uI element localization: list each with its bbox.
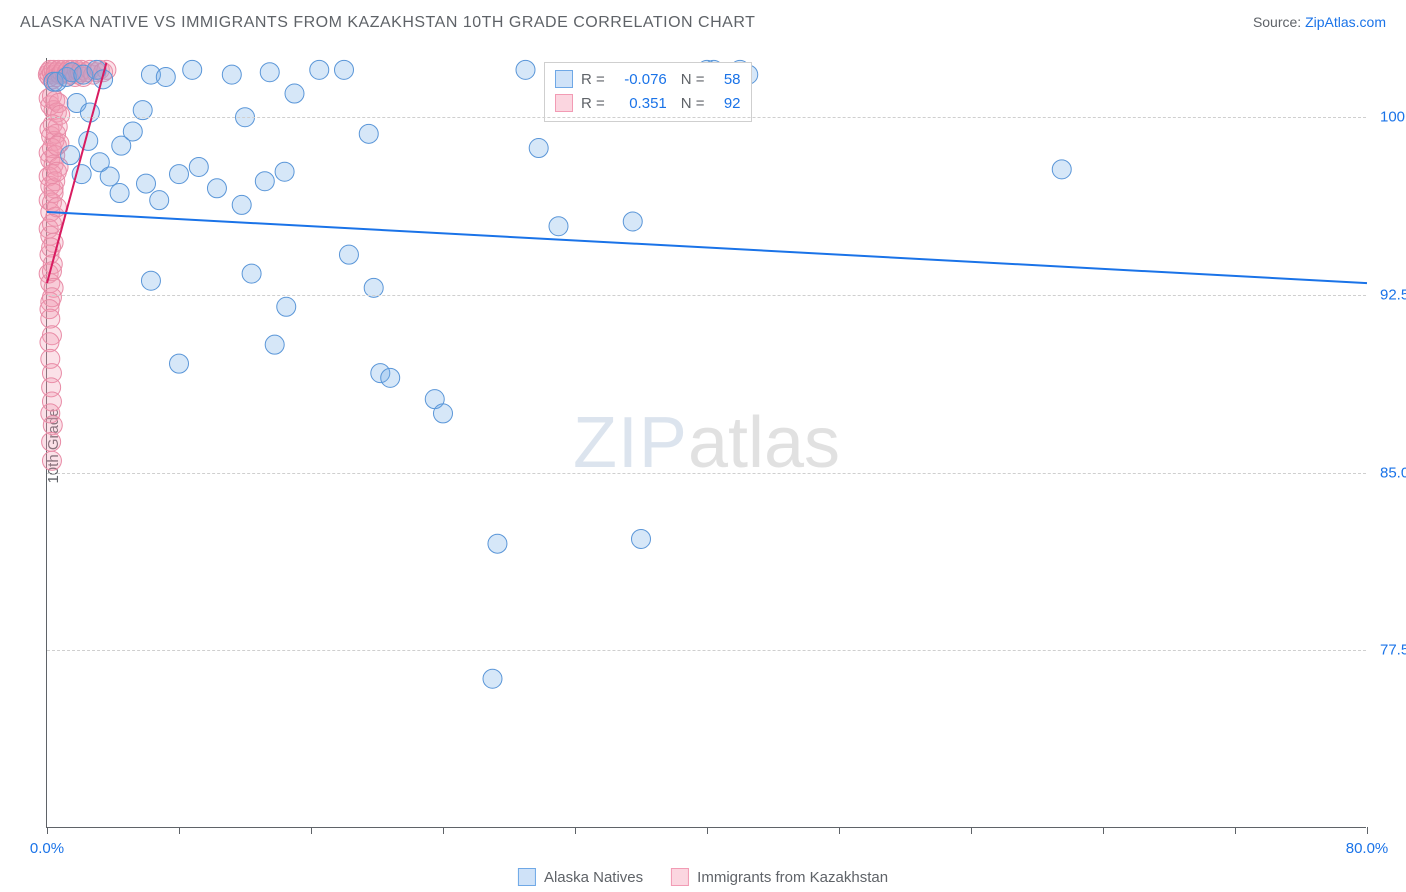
data-point-blue [277, 297, 296, 316]
source-prefix: Source: [1253, 14, 1305, 30]
legend-item-blue: Alaska Natives [518, 868, 643, 886]
data-point-pink [43, 416, 62, 435]
x-tick-mark [971, 827, 972, 834]
gridline-horizontal [47, 473, 1366, 474]
y-tick-label: 77.5% [1372, 642, 1406, 659]
data-point-blue [150, 191, 169, 210]
data-point-blue [156, 67, 175, 86]
legend-swatch-icon [671, 868, 689, 886]
chart-plot-area: ZIPatlas R =-0.076N =58R =0.351N =92 77.… [46, 58, 1366, 828]
data-point-pink [41, 309, 60, 328]
data-point-blue [339, 245, 358, 264]
x-tick-mark [311, 827, 312, 834]
data-point-blue [222, 65, 241, 84]
scatter-plot-svg [47, 58, 1366, 827]
data-point-blue [381, 368, 400, 387]
legend-item-pink: Immigrants from Kazakhstan [671, 868, 888, 886]
data-point-blue [110, 184, 129, 203]
data-point-blue [207, 179, 226, 198]
data-point-blue [310, 60, 329, 79]
chart-legend: Alaska Natives Immigrants from Kazakhstan [518, 868, 888, 886]
data-point-blue [80, 103, 99, 122]
legend-label: Immigrants from Kazakhstan [697, 869, 888, 886]
data-point-pink [47, 198, 66, 217]
stats-r-value: -0.076 [613, 71, 667, 88]
data-point-blue [79, 131, 98, 150]
data-point-blue [285, 84, 304, 103]
data-point-blue [516, 60, 535, 79]
data-point-blue [61, 146, 80, 165]
data-point-pink [42, 432, 61, 451]
x-tick-mark [179, 827, 180, 834]
chart-title: ALASKA NATIVE VS IMMIGRANTS FROM KAZAKHS… [20, 14, 755, 32]
gridline-horizontal [47, 295, 1366, 296]
data-point-pink [47, 162, 66, 181]
x-tick-mark [839, 827, 840, 834]
data-point-blue [183, 60, 202, 79]
stats-r-value: 0.351 [613, 95, 667, 112]
data-point-blue [189, 157, 208, 176]
y-tick-label: 100.0% [1372, 109, 1406, 126]
stats-n-value: 92 [713, 95, 741, 112]
data-point-blue [242, 264, 261, 283]
data-point-blue [632, 529, 651, 548]
x-tick-mark [443, 827, 444, 834]
stats-swatch-icon [555, 94, 573, 112]
data-point-blue [100, 167, 119, 186]
data-point-blue [335, 60, 354, 79]
data-point-blue [488, 534, 507, 553]
data-point-blue [265, 335, 284, 354]
x-tick-label: 80.0% [1346, 840, 1389, 857]
x-tick-mark [1367, 827, 1368, 834]
data-point-blue [483, 669, 502, 688]
gridline-horizontal [47, 117, 1366, 118]
source-link[interactable]: ZipAtlas.com [1305, 14, 1386, 30]
x-tick-mark [1235, 827, 1236, 834]
data-point-pink [48, 117, 67, 136]
data-point-blue [275, 162, 294, 181]
gridline-horizontal [47, 650, 1366, 651]
stats-swatch-icon [555, 70, 573, 88]
data-point-blue [623, 212, 642, 231]
y-tick-label: 92.5% [1372, 286, 1406, 303]
data-point-blue [529, 139, 548, 158]
stats-row-pink: R = 0.351 N = 92 [555, 91, 741, 115]
stats-n-value: 58 [713, 71, 741, 88]
stats-r-label: R = [581, 95, 605, 112]
legend-label: Alaska Natives [544, 869, 643, 886]
data-point-blue [255, 172, 274, 191]
correlation-stats-box: R = -0.076 N = 58 R = 0.351 N = 92 [544, 62, 752, 122]
stats-r-label: R = [581, 71, 605, 88]
x-tick-mark [575, 827, 576, 834]
x-tick-mark [47, 827, 48, 834]
data-point-blue [232, 195, 251, 214]
data-point-blue [170, 354, 189, 373]
x-tick-mark [707, 827, 708, 834]
data-point-pink [42, 214, 61, 233]
stats-row-blue: R = -0.076 N = 58 [555, 67, 741, 91]
legend-swatch-icon [518, 868, 536, 886]
stats-n-label: N = [681, 95, 705, 112]
x-tick-label: 0.0% [30, 840, 64, 857]
data-point-blue [170, 165, 189, 184]
stats-n-label: N = [681, 71, 705, 88]
data-point-blue [549, 217, 568, 236]
source-attribution: Source: ZipAtlas.com [1253, 14, 1386, 30]
data-point-blue [1052, 160, 1071, 179]
data-point-blue [359, 124, 378, 143]
data-point-blue [434, 404, 453, 423]
data-point-blue [260, 63, 279, 82]
x-tick-mark [1103, 827, 1104, 834]
data-point-pink [42, 451, 61, 470]
y-tick-label: 85.0% [1372, 464, 1406, 481]
data-point-blue [141, 271, 160, 290]
data-point-blue [137, 174, 156, 193]
data-point-blue [123, 122, 142, 141]
